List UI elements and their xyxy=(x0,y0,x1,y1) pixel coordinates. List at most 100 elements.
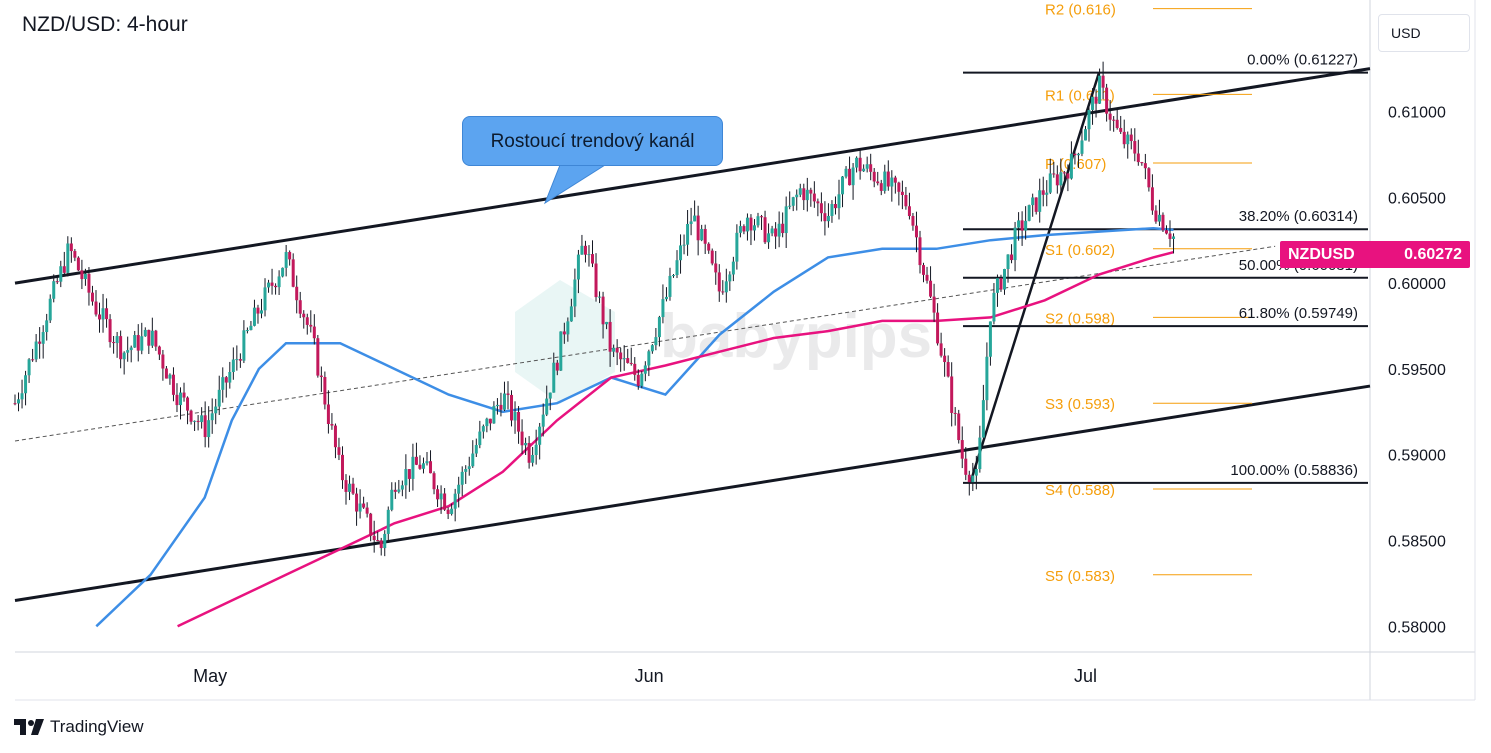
candle-body xyxy=(855,157,859,168)
candle-body xyxy=(795,194,799,198)
candle-body xyxy=(344,480,348,492)
candle-body xyxy=(393,489,397,492)
candle-body xyxy=(661,299,665,318)
candle-body xyxy=(1076,153,1080,156)
candle-body xyxy=(365,507,369,514)
pivot-label: S1 (0.602) xyxy=(1045,242,1115,259)
candle-body xyxy=(140,336,144,351)
ma-pink-line xyxy=(177,250,1174,628)
candle-body xyxy=(967,474,971,483)
candle-body xyxy=(717,272,721,292)
candle-body xyxy=(316,338,320,376)
candle-body xyxy=(767,233,771,243)
candle-body xyxy=(939,343,943,356)
candle-body xyxy=(900,191,904,196)
candle-body xyxy=(126,350,130,353)
candle-body xyxy=(390,489,394,510)
candle-body xyxy=(94,301,98,315)
candle-body xyxy=(98,314,102,320)
candle-body xyxy=(1161,214,1165,231)
candle-body xyxy=(883,171,887,191)
currency-selector[interactable]: USD xyxy=(1378,14,1470,52)
candle-body xyxy=(312,326,316,339)
candle-body xyxy=(1052,173,1056,175)
candle-body xyxy=(925,274,929,281)
candle-body xyxy=(802,188,806,201)
candle-body xyxy=(407,469,411,479)
candle-body xyxy=(724,281,728,293)
candle-body xyxy=(985,356,989,401)
candle-body xyxy=(1073,153,1077,156)
candle-body xyxy=(1164,230,1168,234)
candle-body xyxy=(439,493,443,500)
candle-body xyxy=(1087,109,1091,130)
candle-body xyxy=(886,171,890,187)
candle-body xyxy=(657,317,661,338)
candle-body xyxy=(1038,190,1042,212)
fib-label: 100.00% (0.58836) xyxy=(1230,462,1358,479)
candle-body xyxy=(1013,227,1017,261)
tradingview-logo[interactable]: TradingView xyxy=(14,715,144,739)
candle-body xyxy=(157,346,161,355)
candle-body xyxy=(196,420,200,423)
candle-body xyxy=(41,332,45,344)
candle-body xyxy=(904,195,908,207)
candle-body xyxy=(798,188,802,195)
candle-body xyxy=(1041,190,1045,195)
candle-body xyxy=(943,355,947,363)
candle-body xyxy=(548,392,552,399)
candle-body xyxy=(629,362,633,364)
candle-body xyxy=(105,308,109,320)
candle-body xyxy=(90,292,94,302)
candle-body xyxy=(13,403,17,405)
fib-anchor-line xyxy=(969,72,1101,484)
candle-body xyxy=(1101,75,1105,88)
candle-body xyxy=(231,359,235,373)
candle-body xyxy=(358,503,362,512)
candle-body xyxy=(686,224,690,245)
candle-body xyxy=(133,335,137,348)
pivot-label: S2 (0.598) xyxy=(1045,310,1115,327)
candle-body xyxy=(668,275,672,297)
y-tick-label: 0.60000 xyxy=(1388,276,1446,293)
candle-body xyxy=(693,215,697,222)
candle-body xyxy=(288,252,292,260)
candle-body xyxy=(31,359,35,361)
candle-body xyxy=(1115,119,1119,128)
candle-body xyxy=(414,456,418,465)
candle-body xyxy=(689,221,693,225)
ticker-price: 0.60272 xyxy=(1404,246,1462,263)
candle-body xyxy=(735,232,739,262)
candle-body xyxy=(643,365,647,374)
ma-blue-line xyxy=(95,226,1174,628)
candle-body xyxy=(259,310,263,314)
price-label: NZDUSD 0.60272 xyxy=(1280,241,1470,268)
candle-body xyxy=(1031,197,1035,206)
candle-body xyxy=(446,509,450,514)
candle-body xyxy=(953,412,957,414)
candle-body xyxy=(1150,187,1154,211)
candle-body xyxy=(738,226,742,233)
candle-body xyxy=(731,261,735,275)
candle-body xyxy=(946,362,950,377)
pivot-label: S4 (0.588) xyxy=(1045,482,1115,499)
candle-body xyxy=(150,330,154,346)
candle-body xyxy=(819,203,823,214)
candle-body xyxy=(837,194,841,209)
candle-body xyxy=(1055,174,1059,186)
candle-body xyxy=(224,377,228,383)
candle-body xyxy=(1045,192,1049,195)
candle-body xyxy=(995,278,999,293)
candle-body xyxy=(305,317,309,325)
candle-body xyxy=(598,296,602,298)
candle-body xyxy=(1094,96,1098,104)
candle-body xyxy=(228,372,232,383)
fib-label: 61.80% (0.59749) xyxy=(1239,305,1358,322)
candle-body xyxy=(573,279,577,307)
candle-body xyxy=(200,415,204,423)
candle-body xyxy=(833,204,837,209)
candle-body xyxy=(249,325,253,331)
candle-body xyxy=(654,337,658,346)
candle-body xyxy=(221,377,225,390)
